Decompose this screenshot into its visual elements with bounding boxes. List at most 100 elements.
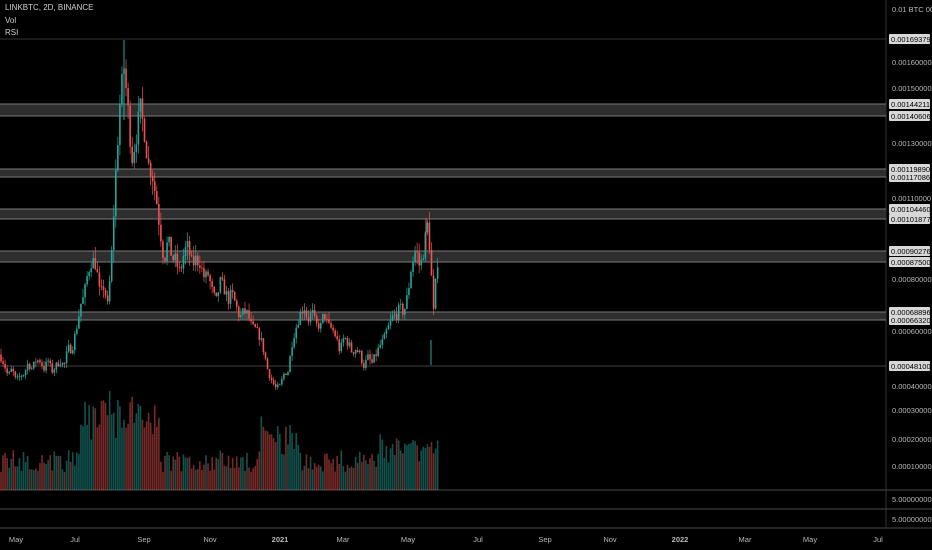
volume-bar	[412, 440, 414, 490]
volume-bar	[408, 443, 410, 490]
volume-bar	[332, 458, 334, 490]
candle-body	[418, 252, 420, 266]
candle-body	[420, 260, 423, 266]
volume-bar	[356, 462, 359, 490]
candle-body	[340, 342, 343, 352]
candle-body	[221, 277, 224, 280]
candle-body	[406, 295, 408, 309]
candle-body	[84, 284, 86, 298]
volume-indicator-label[interactable]: Vol	[5, 16, 17, 25]
candle-body	[141, 98, 144, 119]
symbol-title[interactable]: LINKBTC, 2D, BINANCE	[5, 3, 94, 12]
candle-body	[404, 308, 406, 315]
candle-body	[227, 291, 230, 304]
volume-bar	[424, 447, 427, 490]
candle-body	[260, 338, 263, 340]
candle-body	[55, 362, 58, 370]
volume-bar	[434, 448, 437, 490]
candle-body	[215, 292, 218, 297]
volume-bar	[285, 426, 287, 490]
candle-body	[311, 310, 314, 313]
volume-bar	[375, 466, 377, 490]
price-level-label: 0.00117086	[891, 173, 930, 182]
volume-bar	[283, 454, 285, 490]
volume-bar	[160, 461, 162, 490]
candle-body	[149, 162, 152, 177]
volume-bar	[45, 463, 47, 490]
candle-body	[315, 316, 318, 324]
volume-bar	[205, 455, 207, 490]
candle-body	[303, 310, 306, 314]
volume-bar	[268, 434, 271, 490]
volume-bar	[12, 450, 15, 490]
candle-body	[356, 350, 359, 353]
price-level-label: 0.00101877	[891, 215, 931, 224]
candle-body	[377, 347, 379, 356]
candle-body	[106, 295, 109, 302]
candle-body	[22, 375, 25, 377]
candle-body	[219, 277, 222, 293]
candle-body	[397, 304, 400, 320]
candle-body	[133, 152, 136, 164]
candle-body	[213, 286, 215, 293]
price-level-label: 0.00119890	[891, 165, 930, 174]
volume-bar	[115, 437, 117, 490]
price-axis-tick-label: 0.00020000	[892, 435, 932, 444]
candle-body	[30, 368, 33, 370]
volume-bar	[295, 433, 297, 490]
volume-bar	[84, 401, 86, 490]
time-axis-label: May	[9, 535, 23, 544]
candle-body	[270, 378, 273, 381]
volume-bar	[233, 467, 236, 490]
candle-body	[121, 73, 123, 104]
volume-bar	[129, 402, 131, 490]
price-axis-tick-label: 0.00110000	[892, 194, 931, 203]
volume-bar	[201, 469, 203, 490]
volume-bar	[194, 469, 197, 490]
volume-bar	[324, 454, 326, 490]
volume-bar	[170, 470, 172, 490]
support-resistance-zone	[0, 251, 886, 262]
candle-body	[363, 363, 365, 369]
volume-bar	[74, 465, 76, 490]
volume-bar	[289, 425, 291, 490]
rsi-indicator-label[interactable]: RSI	[5, 28, 19, 37]
volume-bar	[104, 402, 107, 490]
volume-bar	[254, 466, 256, 490]
volume-bar	[367, 463, 369, 490]
volume-bar	[326, 453, 328, 490]
candle-body	[4, 363, 6, 369]
volume-bar	[225, 466, 228, 490]
volume-bar	[110, 414, 113, 490]
candle-body	[287, 372, 289, 375]
volume-bar	[293, 449, 295, 490]
candle-body	[354, 350, 357, 354]
candle-body	[272, 380, 275, 385]
candle-body	[33, 361, 35, 369]
volume-bar	[213, 469, 215, 490]
candle-body	[129, 105, 131, 147]
volume-bar	[180, 471, 183, 490]
volume-bar	[352, 467, 355, 490]
candle-body	[369, 354, 371, 360]
candle-body	[320, 322, 322, 329]
candle-body	[69, 344, 72, 354]
volume-bar	[383, 457, 386, 490]
volume-bar	[395, 438, 398, 490]
volume-bar	[123, 419, 125, 490]
volume-bar	[266, 431, 269, 490]
volume-bar	[217, 459, 220, 490]
volume-bar	[305, 454, 308, 490]
volume-bar	[250, 471, 252, 490]
candle-body	[426, 222, 429, 233]
price-level-label: 0.00048100	[891, 362, 931, 371]
price-axis-tick-label: 0.00130000	[892, 139, 932, 148]
candle-body	[112, 216, 115, 251]
volume-bar	[348, 467, 351, 490]
volume-bar	[414, 441, 416, 490]
candle-body	[301, 312, 304, 314]
volume-bar	[162, 471, 164, 490]
volume-bar	[381, 439, 384, 490]
volume-bar	[49, 455, 51, 490]
